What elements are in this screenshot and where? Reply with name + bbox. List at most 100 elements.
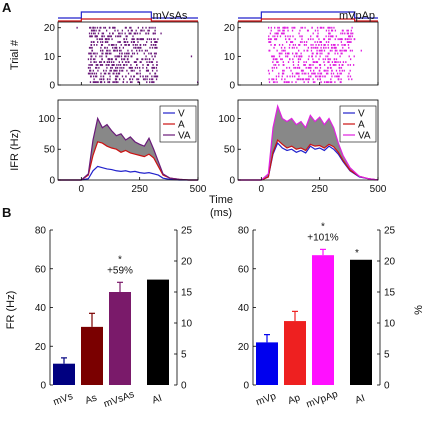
- spike-mark: [146, 66, 148, 69]
- spike-mark: [89, 66, 91, 69]
- spike-mark: [101, 41, 104, 43]
- series-line-va: [58, 116, 198, 181]
- spike-mark: [297, 64, 299, 66]
- spike-mark: [126, 81, 128, 84]
- spike-mark: [140, 38, 143, 41]
- spike-mark: [291, 29, 294, 32]
- significance-star: *: [321, 221, 325, 232]
- spike-mark: [318, 64, 321, 66]
- spike-mark: [282, 29, 284, 32]
- spike-mark: [100, 81, 103, 84]
- spike-mark: [104, 26, 107, 29]
- spike-mark: [114, 49, 116, 52]
- spike-mark: [125, 38, 128, 41]
- spike-mark: [278, 55, 281, 58]
- spike-mark: [118, 78, 121, 81]
- spike-mark: [116, 69, 118, 72]
- spike-mark: [331, 75, 333, 78]
- spike-mark: [348, 46, 350, 49]
- spike-mark: [349, 35, 351, 38]
- spike-mark: [116, 66, 119, 69]
- spike-mark: [98, 66, 100, 69]
- spike-mark: [124, 55, 126, 58]
- spike-mark: [105, 41, 107, 43]
- spike-mark: [148, 58, 151, 61]
- spike-mark: [282, 26, 284, 29]
- spike-mark: [273, 58, 275, 61]
- spike-mark: [145, 75, 147, 78]
- spike-mark: [346, 41, 349, 43]
- spike-mark: [295, 81, 297, 84]
- spike-mark: [287, 52, 290, 55]
- x-category-label: As: [84, 392, 99, 406]
- spike-mark: [154, 26, 156, 29]
- spike-mark: [121, 58, 123, 61]
- spike-mark: [277, 26, 279, 29]
- spike-mark: [325, 81, 328, 84]
- spike-mark: [114, 78, 117, 81]
- spike-mark: [101, 38, 104, 41]
- spike-mark: [351, 78, 353, 81]
- spike-mark: [105, 64, 107, 66]
- spike-mark: [125, 55, 127, 58]
- spike-mark: [276, 32, 278, 35]
- spike-mark: [284, 49, 286, 52]
- spike-mark: [281, 49, 283, 52]
- spike-mark: [148, 61, 150, 63]
- spike-mark: [133, 41, 135, 43]
- y-tick-label-right: 25: [181, 226, 193, 237]
- spike-mark: [342, 46, 344, 49]
- y-tick-label: 0: [40, 381, 46, 392]
- spike-mark: [333, 58, 336, 61]
- y-tick-label: 0: [49, 81, 55, 92]
- spike-mark: [284, 52, 287, 55]
- spike-mark: [291, 26, 293, 29]
- y-tick-label: 20: [35, 342, 47, 353]
- spike-mark: [125, 26, 127, 29]
- spike-mark: [117, 29, 119, 32]
- spike-mark: [153, 81, 155, 84]
- spike-mark: [90, 35, 93, 38]
- spike-mark: [122, 69, 124, 72]
- spike-mark: [291, 41, 294, 43]
- spike-mark: [113, 61, 115, 63]
- spike-mark: [140, 61, 142, 63]
- spike-mark: [286, 52, 289, 55]
- spike-mark: [93, 81, 96, 84]
- spike-mark: [308, 78, 310, 81]
- spike-mark: [99, 81, 102, 84]
- spike-mark: [136, 38, 138, 41]
- spike-mark: [282, 49, 285, 52]
- spike-mark: [90, 26, 92, 29]
- spike-mark: [328, 38, 330, 41]
- spike-mark: [92, 81, 94, 84]
- y-tick-label-right: 20: [181, 257, 193, 268]
- spike-mark: [130, 41, 133, 43]
- spike-mark: [133, 75, 136, 78]
- spike-mark: [124, 32, 126, 35]
- spike-mark: [109, 72, 111, 75]
- spike-mark: [307, 58, 310, 61]
- spike-mark: [340, 38, 342, 41]
- spike-mark: [112, 72, 114, 75]
- spike-mark: [137, 78, 140, 81]
- spike-mark: [119, 46, 121, 49]
- spike-mark: [133, 52, 136, 55]
- spike-mark: [90, 72, 92, 75]
- spike-mark: [344, 49, 346, 52]
- spike-mark: [289, 38, 291, 41]
- spike-mark: [276, 61, 278, 63]
- spike-mark: [129, 81, 132, 84]
- spike-mark: [106, 38, 108, 41]
- spike-mark: [152, 58, 154, 61]
- spike-mark: [306, 29, 309, 32]
- spike-mark: [322, 75, 324, 78]
- spike-mark: [113, 26, 115, 29]
- legend-label: A: [358, 120, 365, 131]
- spike-mark: [138, 49, 141, 52]
- spike-mark: [325, 69, 327, 72]
- spike-mark: [110, 52, 112, 55]
- spike-mark: [329, 38, 331, 41]
- spike-mark: [299, 78, 301, 81]
- x-category-label: mVp: [255, 391, 278, 409]
